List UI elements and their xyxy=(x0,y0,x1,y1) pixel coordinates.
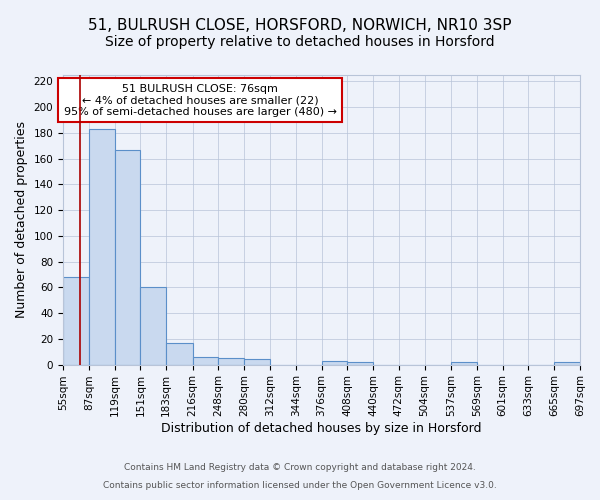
Text: Size of property relative to detached houses in Horsford: Size of property relative to detached ho… xyxy=(105,35,495,49)
Bar xyxy=(63,277,89,364)
Text: Contains HM Land Registry data © Crown copyright and database right 2024.: Contains HM Land Registry data © Crown c… xyxy=(124,464,476,472)
Bar xyxy=(166,342,193,364)
Bar xyxy=(554,362,580,364)
Bar xyxy=(322,360,347,364)
Bar xyxy=(218,358,244,364)
Y-axis label: Number of detached properties: Number of detached properties xyxy=(15,122,28,318)
Bar xyxy=(115,150,140,364)
Bar xyxy=(244,360,270,364)
Bar xyxy=(140,288,166,364)
Text: Contains public sector information licensed under the Open Government Licence v3: Contains public sector information licen… xyxy=(103,481,497,490)
Bar xyxy=(89,129,115,364)
Text: 51 BULRUSH CLOSE: 76sqm
← 4% of detached houses are smaller (22)
95% of semi-det: 51 BULRUSH CLOSE: 76sqm ← 4% of detached… xyxy=(64,84,337,117)
Bar xyxy=(193,357,218,364)
Bar xyxy=(451,362,477,364)
Text: 51, BULRUSH CLOSE, HORSFORD, NORWICH, NR10 3SP: 51, BULRUSH CLOSE, HORSFORD, NORWICH, NR… xyxy=(88,18,512,32)
X-axis label: Distribution of detached houses by size in Horsford: Distribution of detached houses by size … xyxy=(161,422,482,435)
Bar xyxy=(347,362,373,364)
